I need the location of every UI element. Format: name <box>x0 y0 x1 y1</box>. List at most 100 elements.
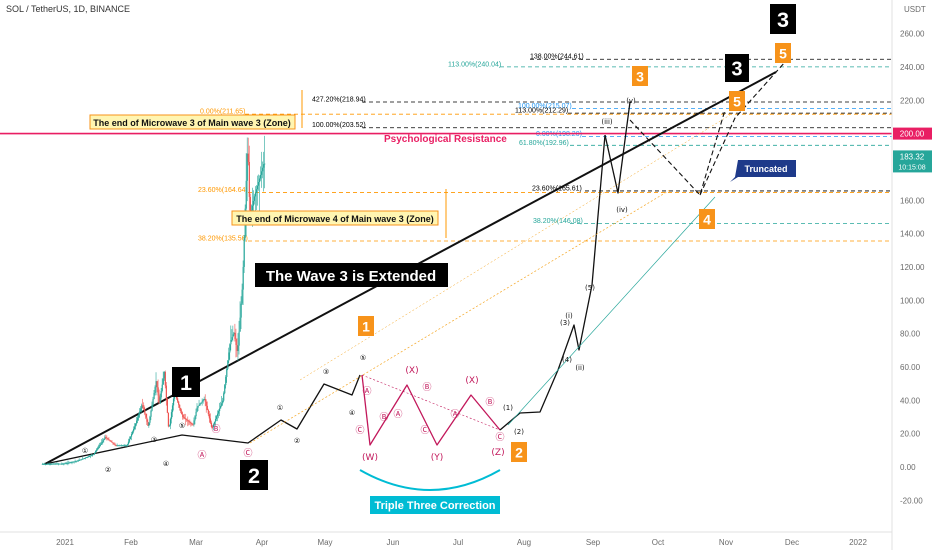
wave-labels-layer: The Wave 3 is Extended Psychological Resi… <box>82 4 796 514</box>
candle-body <box>120 445 122 447</box>
candle-body <box>231 337 233 340</box>
orange-wave-box <box>632 66 648 86</box>
candle-body <box>170 412 173 419</box>
candle-body <box>81 458 83 460</box>
x-tick-label: Dec <box>785 538 799 547</box>
small-wave-label: ④ <box>163 460 169 468</box>
zone4-box <box>231 210 439 226</box>
candle-body <box>194 416 196 421</box>
candle-body <box>97 447 99 450</box>
candle-body <box>153 393 155 399</box>
candle-body <box>199 403 201 405</box>
candle-body <box>258 178 261 183</box>
candle-body <box>214 418 217 422</box>
candle-body <box>140 408 142 412</box>
fib-label: 38.20%(146.08) <box>533 218 583 225</box>
small-wave-label: ② <box>105 466 111 474</box>
candle-body <box>134 426 136 429</box>
candle-body <box>198 404 200 406</box>
candle-body <box>93 454 95 455</box>
candle-body <box>255 189 258 193</box>
truncated-callout <box>730 160 796 182</box>
candle-body <box>43 463 46 465</box>
x-tick-label: Nov <box>719 538 733 547</box>
candle-body <box>151 404 153 411</box>
pink-wave-label: Ⓒ <box>355 425 364 436</box>
candle-body <box>192 424 194 426</box>
candle-body <box>156 381 158 388</box>
y-tick-label: 100.00 <box>900 296 925 305</box>
x-tick-label: 2022 <box>849 538 867 547</box>
candle-body <box>203 398 205 401</box>
fib-label: 38.20%(135.56) <box>198 236 248 243</box>
pink-wave-label: Ⓒ <box>243 448 252 459</box>
candle-body <box>246 153 248 181</box>
candle-body <box>108 439 110 441</box>
candle-body <box>238 331 240 346</box>
candle-body <box>94 452 96 455</box>
candles-layer <box>41 135 266 466</box>
candle-body <box>234 332 236 339</box>
candle-body <box>62 463 64 465</box>
candle-body <box>119 445 121 447</box>
candle-body <box>202 400 204 402</box>
candle-body <box>182 414 184 418</box>
fib-label: 100.00%(215.07) <box>518 103 572 110</box>
candle-body <box>76 460 78 462</box>
candle-body <box>92 454 94 456</box>
truncated-text: Truncated <box>744 164 787 174</box>
candle-body <box>187 420 189 422</box>
candle-body <box>179 404 181 408</box>
candle-body <box>253 196 256 201</box>
candle-body <box>148 422 150 426</box>
candle-body <box>79 459 81 461</box>
candle-body <box>235 338 237 345</box>
pink-wave-label: Ⓑ <box>422 382 431 393</box>
pink-wave-label: (Z) <box>491 448 504 458</box>
candle-body <box>116 445 118 447</box>
small-wave-label: ③ <box>323 368 329 376</box>
candle-body <box>262 167 264 172</box>
candle-body <box>99 444 101 447</box>
candle-body <box>159 397 161 404</box>
candle-body <box>56 463 58 465</box>
resistance-price-text: 200.00 <box>900 130 925 139</box>
candle-body <box>96 449 98 451</box>
candle-body <box>42 463 45 465</box>
candle-body <box>63 463 65 465</box>
candle-body <box>135 423 137 427</box>
candle-body <box>137 417 139 421</box>
candle-body <box>261 171 263 175</box>
y-tick-label: 40.00 <box>900 396 921 405</box>
candle-body <box>126 444 129 446</box>
small-wave-label: ⑤ <box>179 422 185 430</box>
candle-body <box>237 345 239 352</box>
zone4-text: The end of Microwave 4 of Main wave 3 (Z… <box>236 214 434 224</box>
candle-body <box>225 376 227 386</box>
candle-body <box>206 405 208 411</box>
y-tick-label: 20.00 <box>900 430 921 439</box>
small-wave-label: (3) <box>560 319 570 327</box>
orange-wave-box <box>775 43 791 63</box>
candle-body <box>240 303 242 318</box>
candle-body <box>100 443 102 445</box>
current-price-tag <box>893 150 932 173</box>
candle-body <box>162 378 164 385</box>
pink-wave-label: Ⓑ <box>211 424 220 435</box>
candle-body <box>132 428 135 432</box>
candle-body <box>172 398 175 406</box>
orange-wave-label: 2 <box>515 445 523 461</box>
candle-body <box>251 205 254 211</box>
candle-body <box>185 418 187 420</box>
candle-body <box>129 436 132 440</box>
fib-label: 113.00%(212.29) <box>515 108 568 115</box>
orange-wave-label: 3 <box>636 69 644 85</box>
projection-path-5 <box>699 61 786 196</box>
candle-body <box>68 462 70 464</box>
pink-wave-label: Ⓒ <box>495 432 504 443</box>
candle-body <box>45 463 48 465</box>
black-wave-label: 3 <box>731 58 742 80</box>
candle-body <box>41 463 44 465</box>
